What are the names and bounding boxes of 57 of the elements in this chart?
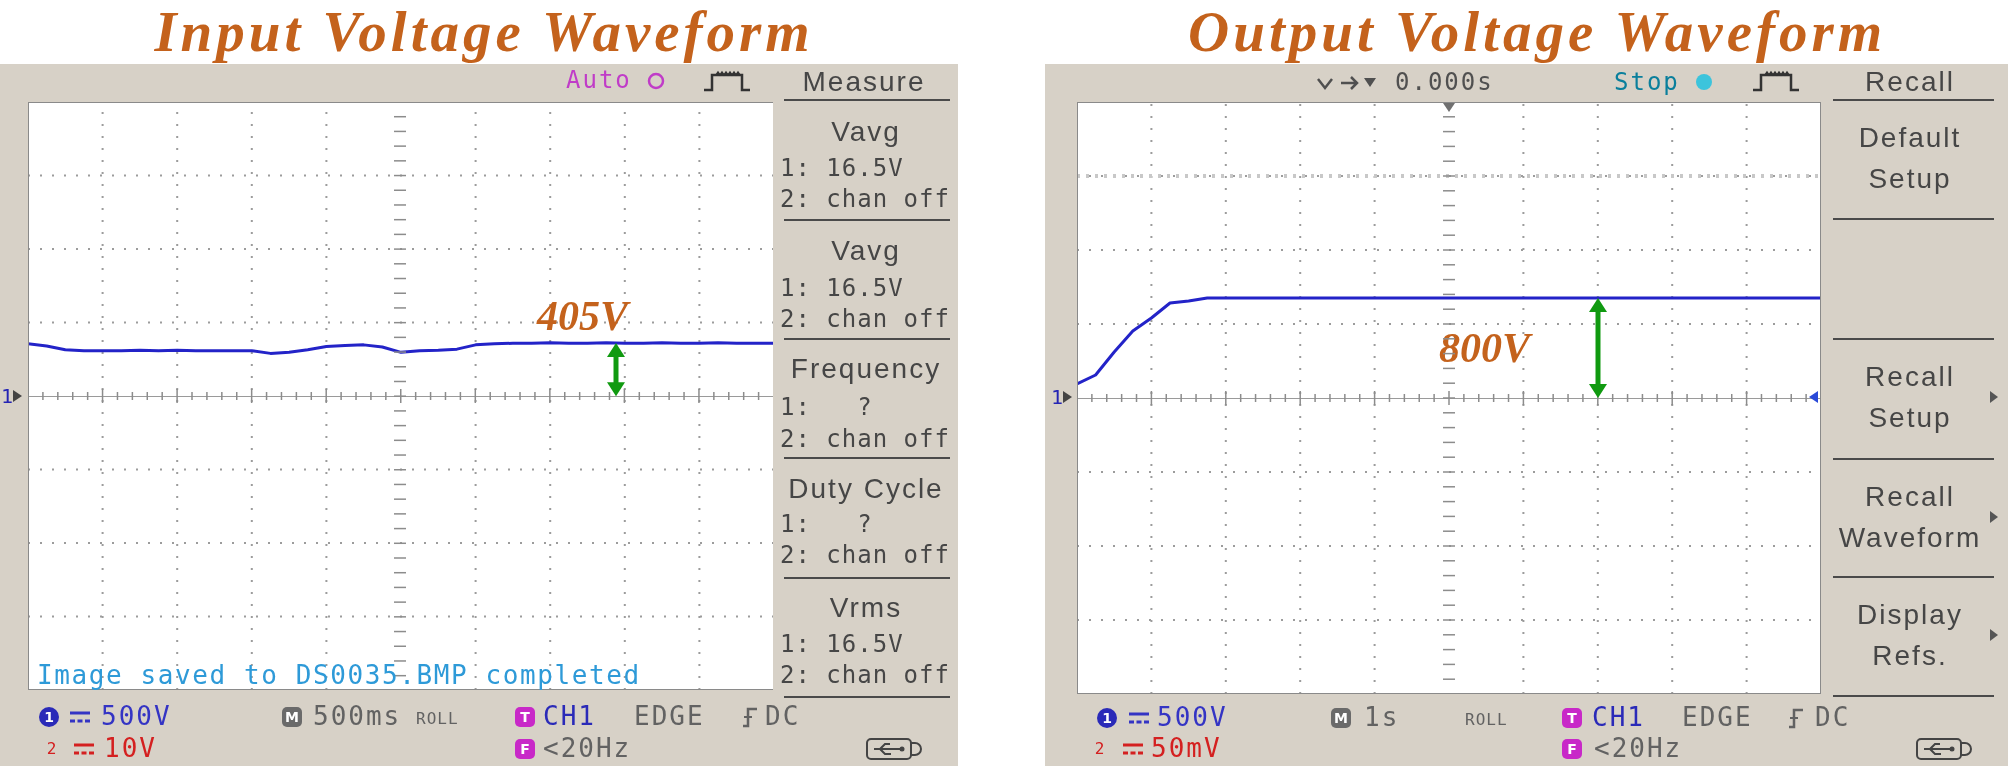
- text: Recall Setup: [1864, 360, 1956, 435]
- text: EDGE: [634, 701, 705, 732]
- text: CH1: [543, 701, 596, 732]
- text: M: [282, 707, 302, 727]
- text: 500V: [1157, 702, 1228, 733]
- chart-title: Output Voltage Waveform: [1188, 0, 1886, 63]
- text: 2: chan off: [780, 305, 950, 334]
- text: T: [1562, 708, 1582, 728]
- text: Default Setup: [1857, 121, 1963, 196]
- text: 2: chan off: [780, 661, 950, 690]
- text: 2: chan off: [780, 541, 950, 570]
- text: 1: ?: [780, 393, 873, 422]
- text: Auto: [566, 66, 632, 95]
- chart-title: Input Voltage Waveform: [154, 0, 814, 63]
- text: 1: [1097, 708, 1117, 728]
- text: M: [1331, 708, 1351, 728]
- text: <20Hz: [1594, 733, 1683, 764]
- text: F: [1562, 739, 1582, 759]
- text: 50mV: [1151, 733, 1222, 764]
- text: Image saved to DS0035.BMP completed: [37, 660, 641, 691]
- text: 0.000s: [1395, 68, 1494, 97]
- text: <20Hz: [543, 733, 632, 764]
- text: ROLL: [1465, 709, 1508, 730]
- annotation: 405V: [535, 292, 631, 339]
- text: CH1: [1592, 702, 1645, 733]
- text: 1: 16.5V: [780, 274, 904, 303]
- annotation: 800V: [1439, 325, 1533, 371]
- text: Vavg: [831, 115, 901, 149]
- text: Vavg: [831, 234, 901, 268]
- text: F: [515, 739, 535, 759]
- text: EDGE: [1682, 702, 1753, 733]
- text: 2: chan off: [780, 185, 950, 214]
- text: 2: [46, 738, 58, 759]
- text: DC: [765, 701, 801, 732]
- text: 2: [1094, 738, 1106, 759]
- text: 2: chan off: [780, 425, 950, 454]
- text: Measure: [802, 65, 926, 99]
- text: DC: [1815, 702, 1851, 733]
- text: Duty Cycle: [788, 472, 944, 506]
- text: 1: 16.5V: [780, 154, 904, 183]
- text: 1s: [1364, 702, 1400, 733]
- text: 500ms: [313, 701, 402, 732]
- text: Frequency: [790, 352, 942, 386]
- text: Recall: [1865, 65, 1955, 99]
- text: 500V: [101, 701, 172, 732]
- text: Vrms: [829, 591, 903, 625]
- text: 10V: [104, 733, 157, 764]
- text: 1: [39, 707, 59, 727]
- text: 1: 16.5V: [780, 630, 904, 659]
- text: Display Refs.: [1856, 598, 1964, 673]
- text: Stop: [1614, 68, 1680, 97]
- text: 1: [1051, 384, 1064, 409]
- text: ROLL: [416, 708, 459, 729]
- text: T: [515, 707, 535, 727]
- text: 1: [1, 383, 14, 408]
- text: 1: ?: [780, 510, 873, 539]
- text: Recall Waveform: [1837, 480, 1983, 555]
